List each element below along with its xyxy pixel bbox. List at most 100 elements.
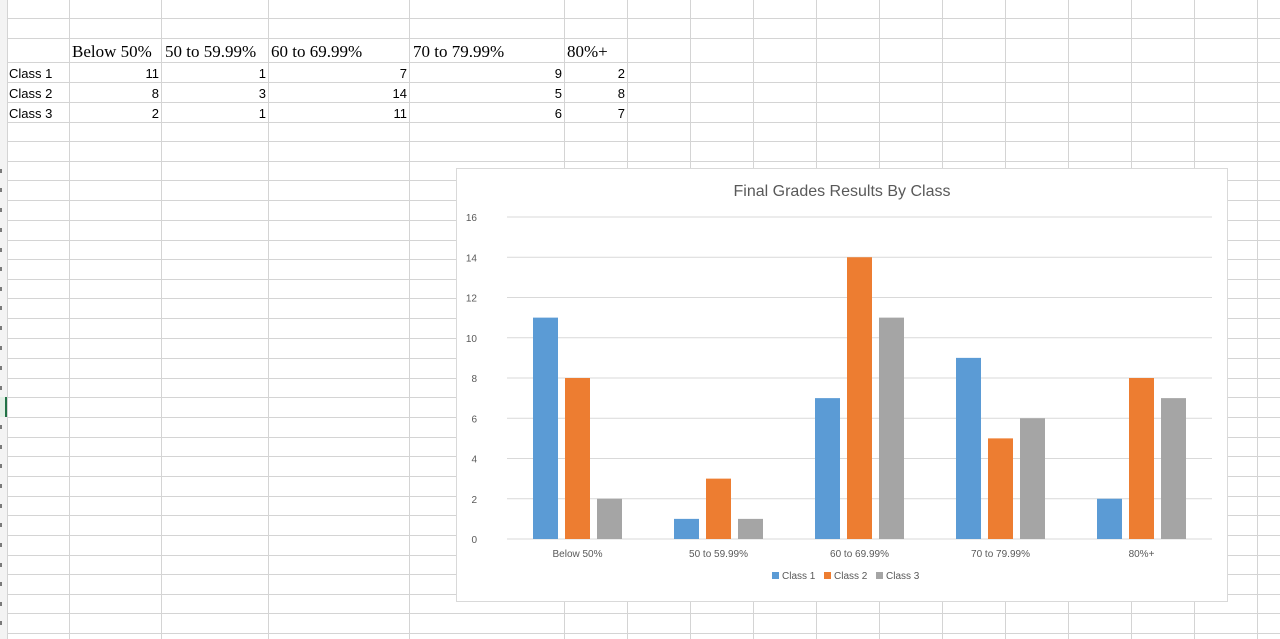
chart-title: Final Grades Results By Class	[734, 183, 951, 200]
bar[interactable]	[956, 357, 981, 539]
x-tick-label: 50 to 59.99%	[689, 549, 748, 560]
row-number-mark	[0, 523, 2, 527]
legend-label: Class 2	[834, 571, 868, 582]
bar[interactable]	[674, 518, 699, 539]
row-number-mark	[0, 169, 2, 173]
table-cell[interactable]: 1	[258, 106, 266, 121]
chart-bars	[533, 257, 1186, 539]
table-cell[interactable]: 14	[392, 86, 407, 101]
row-number-mark	[0, 504, 2, 508]
table-cell[interactable]: 3	[258, 86, 266, 101]
x-axis-ticks: Below 50% 50 to 59.99% 60 to 69.99% 70 to 7…	[552, 549, 1154, 560]
grid-row-line	[0, 62, 1280, 63]
legend-label: Class 3	[886, 571, 920, 582]
bar[interactable]	[565, 378, 590, 539]
y-tick-label: 10	[466, 334, 478, 345]
row-number-mark	[0, 484, 2, 488]
grid-row-line	[0, 102, 1280, 103]
bar[interactable]	[1161, 398, 1186, 539]
table-cell[interactable]: 7	[399, 66, 407, 81]
x-tick-label: 60 to 69.99%	[830, 549, 889, 560]
row-number-mark	[0, 267, 2, 271]
bar-chart: Final Grades Results By Class 0 2 4 6 8 10 12 1…	[466, 183, 1212, 582]
grid-row-line	[0, 38, 1280, 39]
column-header-70-to-79[interactable]: 70 to 79.99%	[413, 42, 505, 61]
table-cell[interactable]: 8	[151, 86, 159, 101]
grid-row-line	[0, 18, 1280, 19]
row-label-class-1[interactable]: Class 1	[9, 66, 53, 81]
bar[interactable]	[988, 438, 1013, 539]
table-cell[interactable]: 5	[554, 86, 562, 101]
y-tick-label: 4	[471, 455, 477, 466]
y-tick-label: 0	[471, 535, 477, 546]
table-cell[interactable]: 2	[151, 106, 159, 121]
row-number-mark	[0, 366, 2, 370]
row-number-mark	[0, 464, 2, 468]
selected-row-header[interactable]	[0, 397, 7, 417]
bar[interactable]	[738, 518, 763, 539]
bar[interactable]	[1020, 418, 1045, 539]
table-cell[interactable]: 8	[617, 86, 625, 101]
row-number-mark	[0, 445, 2, 449]
chart-object[interactable]: Final Grades Results By Class 0 2 4 6 8 10 12 1…	[456, 168, 1228, 602]
bar[interactable]	[879, 317, 904, 539]
grid-row-line	[0, 161, 1280, 162]
table-cell[interactable]: 2	[617, 66, 625, 81]
row-number-mark	[0, 188, 2, 192]
row-number-mark	[0, 346, 2, 350]
bar[interactable]	[706, 478, 731, 539]
column-header-50-to-59[interactable]: 50 to 59.99%	[165, 42, 257, 61]
row-number-mark	[0, 228, 2, 232]
column-header-below-50[interactable]: Below 50%	[72, 42, 152, 61]
x-tick-label: 80%+	[1129, 549, 1155, 560]
grid-column-line	[69, 0, 70, 639]
table-cell[interactable]: 9	[554, 66, 562, 81]
bar[interactable]	[533, 317, 558, 539]
table-cell[interactable]: 6	[554, 106, 562, 121]
chart-legend[interactable]: Class 1 Class 2 Class 3	[772, 571, 920, 582]
bar[interactable]	[597, 498, 622, 539]
column-header-80-plus[interactable]: 80%+	[567, 42, 608, 61]
row-number-mark	[0, 287, 2, 291]
grid-row-line	[0, 633, 1280, 634]
row-number-mark	[0, 582, 2, 586]
grid-row-line	[0, 82, 1280, 83]
table-cell[interactable]: 11	[393, 106, 408, 121]
x-tick-label: Below 50%	[552, 549, 602, 560]
y-tick-label: 12	[466, 294, 478, 305]
row-number-mark	[0, 326, 2, 330]
legend-label: Class 1	[782, 571, 816, 582]
table-cell[interactable]: 11	[145, 66, 160, 81]
bar[interactable]	[847, 257, 872, 539]
table-cell[interactable]: 1	[258, 66, 266, 81]
row-number-mark	[0, 602, 2, 606]
grid-row-line	[0, 141, 1280, 142]
column-header-60-to-69[interactable]: 60 to 69.99%	[271, 42, 363, 61]
y-tick-label: 2	[471, 495, 477, 506]
row-label-class-2[interactable]: Class 2	[9, 86, 53, 101]
table-cell[interactable]: 7	[617, 106, 625, 121]
y-tick-label: 14	[466, 253, 478, 264]
row-header-strip[interactable]	[0, 0, 7, 639]
row-number-mark	[0, 621, 2, 625]
row-number-mark	[0, 386, 2, 390]
y-tick-label: 8	[471, 374, 477, 385]
row-number-mark	[0, 543, 2, 547]
legend-swatch	[772, 572, 779, 579]
grid-column-line	[268, 0, 269, 639]
grid-column-line	[161, 0, 162, 639]
bar[interactable]	[1097, 498, 1122, 539]
grid-row-line	[0, 122, 1280, 123]
legend-swatch	[876, 572, 883, 579]
bar[interactable]	[1129, 378, 1154, 539]
y-axis-ticks: 0 2 4 6 8 10 12 14 16	[466, 213, 478, 546]
x-tick-label: 70 to 79.99%	[971, 549, 1030, 560]
y-tick-label: 6	[471, 414, 477, 425]
grid-column-line	[7, 0, 8, 639]
bar[interactable]	[815, 398, 840, 539]
row-number-mark	[0, 248, 2, 252]
y-tick-label: 16	[466, 213, 478, 224]
grid-column-line	[409, 0, 410, 639]
row-label-class-3[interactable]: Class 3	[9, 106, 53, 121]
row-number-mark	[0, 306, 2, 310]
